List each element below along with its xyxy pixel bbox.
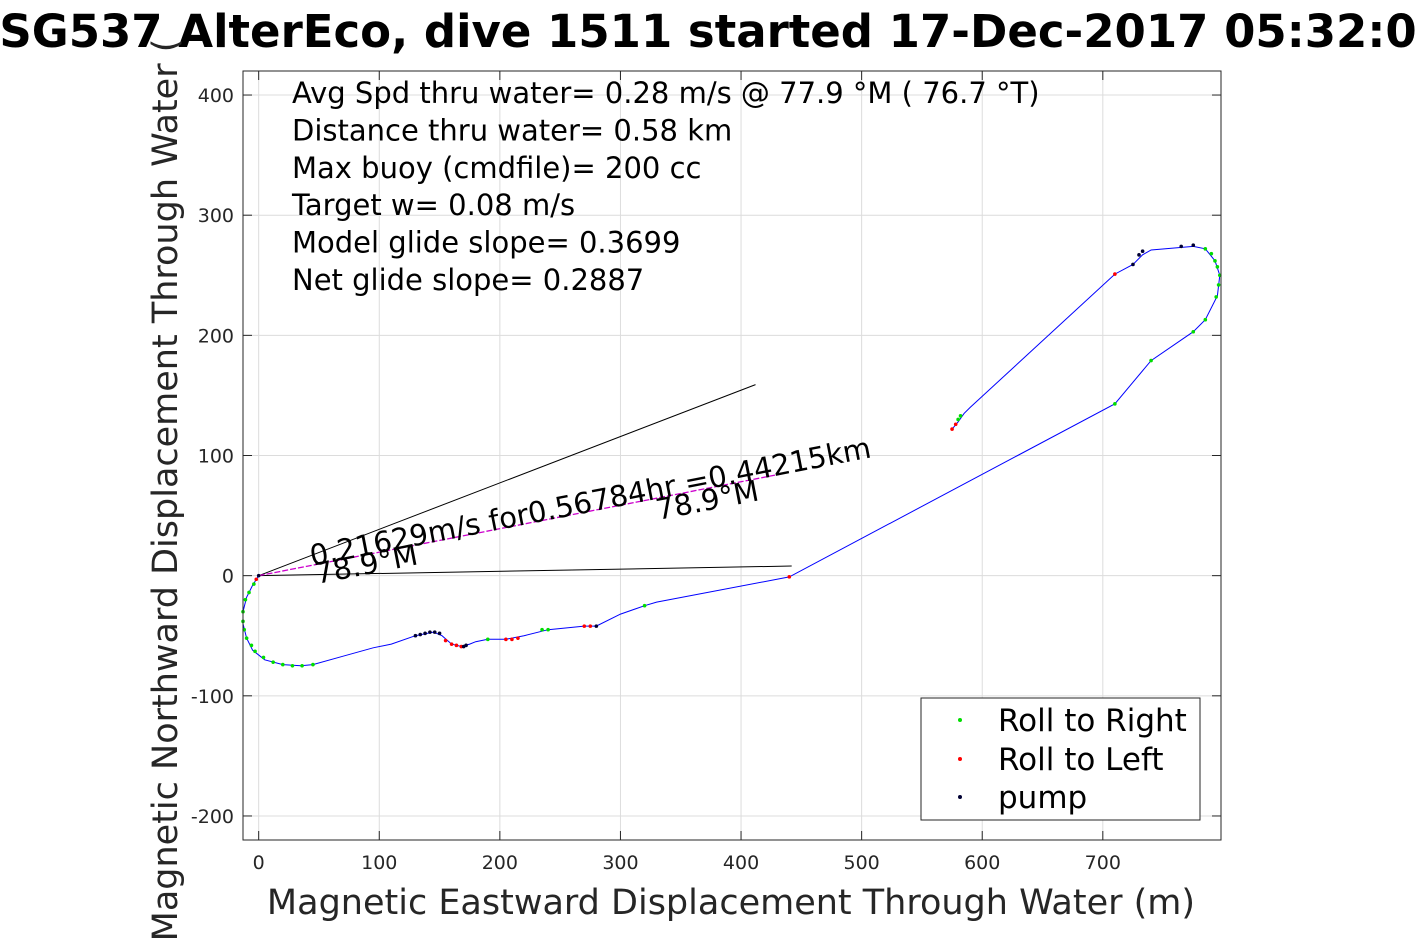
roll-left-point: [588, 624, 593, 628]
roll-right-point: [300, 663, 304, 668]
roll-left-point: [510, 637, 514, 642]
legend-label-roll-right: Roll to Right: [998, 703, 1187, 739]
roll-right-point: [290, 663, 295, 668]
stats-line: Net glide slope= 0.2887: [292, 263, 644, 297]
pump-point: [1179, 244, 1184, 249]
roll-left-point: [254, 577, 259, 582]
roll-right-point: [247, 590, 251, 595]
pump-point: [594, 624, 599, 628]
dive-stats: Avg Spd thru water= 0.28 m/s @ 77.9 °M (…: [291, 76, 1040, 297]
roll-right-point: [546, 627, 550, 632]
pump-point: [256, 573, 261, 578]
pump-point: [464, 643, 468, 648]
roll-left-point: [950, 427, 954, 431]
heading-cone-lines: [258, 384, 792, 577]
roll-right-point: [1113, 402, 1117, 406]
stats-line: Target w= 0.08 m/s: [291, 188, 575, 222]
roll-right-point: [486, 637, 490, 642]
y-tick-label: 200: [198, 325, 234, 347]
x-axis-label: Magnetic Eastward Displacement Through W…: [267, 883, 1195, 923]
stats-line: Distance thru water= 0.58 km: [292, 113, 732, 147]
roll-right-point: [956, 417, 960, 422]
x-tick-label: 500: [844, 852, 880, 874]
y-tick-label: 400: [198, 85, 234, 107]
x-tick-label: 100: [361, 852, 397, 874]
roll-right-point: [280, 662, 285, 667]
roll-right-point: [1214, 295, 1218, 299]
roll-right-point: [1216, 283, 1221, 287]
roll-right-point: [642, 603, 647, 608]
legend-marker-roll-right: [958, 718, 962, 722]
bearing-line: [258, 472, 784, 577]
roll-right-point: [249, 643, 254, 648]
x-tick-label: 400: [723, 852, 759, 874]
roll-left-point: [504, 637, 508, 642]
roll-right-point: [1203, 317, 1208, 322]
roll-left-point: [443, 638, 448, 643]
roll-right-point: [243, 597, 248, 602]
roll-right-point: [252, 582, 256, 586]
track-polyline: [242, 245, 1221, 667]
pump-point: [1191, 243, 1196, 248]
roll-right-point: [1149, 358, 1153, 363]
roll-left-point: [516, 636, 520, 640]
pump-point: [1131, 262, 1135, 267]
axis-ticks: 0 100 200 300 400 500 600 700 -200 -100 0 100 200 300…: [191, 71, 1221, 874]
pump-point: [413, 633, 418, 638]
y-axis-label: Magnetic Northward Displacement Through …: [146, 39, 186, 942]
x-tick-label: 600: [964, 852, 1000, 874]
y-tick-label: 300: [198, 205, 234, 227]
roll-right-point: [271, 660, 275, 664]
legend-label-pump: pump: [998, 780, 1087, 816]
y-tick-label: 100: [198, 446, 234, 468]
chart-title: SG537 AlterEco, dive 1511 started 17-Dec…: [0, 5, 1417, 58]
roll-left-point: [787, 575, 792, 579]
x-tick-label: 700: [1085, 852, 1121, 874]
roll-right-point: [1209, 251, 1214, 256]
x-tick-label: 300: [602, 852, 638, 874]
legend-marker-roll-left: [958, 757, 962, 761]
roll-left-point: [454, 643, 459, 648]
pump-point: [1137, 253, 1141, 257]
x-tick-label: 200: [482, 852, 518, 874]
roll-right-point: [253, 649, 257, 654]
stats-line: Max buoy (cmdfile)= 200 cc: [292, 151, 701, 185]
pump-point: [432, 630, 437, 634]
roll-left-point: [953, 422, 958, 427]
y-tick-label: -200: [191, 806, 234, 828]
roll-right-point: [1203, 247, 1208, 251]
bearing-line-segment: [258, 472, 784, 577]
roll-right-point: [1215, 265, 1220, 269]
stats-line: Avg Spd thru water= 0.28 m/s @ 77.9 °M (…: [292, 76, 1040, 110]
stats-line: Model glide slope= 0.3699: [292, 226, 680, 260]
y-tick-label: -100: [191, 686, 234, 708]
pump-point: [428, 630, 432, 634]
legend: Roll to Right Roll to Left pump: [920, 697, 1201, 821]
roll-right-point: [958, 414, 963, 418]
roll-right-point: [1191, 329, 1196, 334]
legend-label-roll-left: Roll to Left: [998, 742, 1164, 778]
roll-right-point: [1213, 259, 1217, 263]
y-tick-label: 0: [222, 566, 234, 588]
pump-point: [418, 632, 423, 637]
x-tick-label: 0: [253, 852, 265, 874]
pump-point: [423, 631, 427, 636]
pump-point: [437, 631, 442, 636]
pump-point: [1140, 249, 1145, 254]
roll-left-point: [582, 624, 587, 628]
roll-right-point: [311, 662, 315, 667]
roll-left-point: [1113, 272, 1117, 276]
roll-right-point: [261, 655, 266, 660]
cone-line: [258, 565, 792, 577]
roll-right-point: [244, 636, 249, 640]
roll-markers: [241, 243, 1222, 668]
legend-box: [920, 697, 1201, 821]
roll-right-point: [540, 627, 544, 632]
grid-lines: [243, 71, 1221, 840]
legend-marker-pump: [958, 795, 962, 799]
track-line: [242, 245, 1221, 667]
cone-line: [258, 384, 756, 577]
roll-left-point: [449, 642, 454, 646]
